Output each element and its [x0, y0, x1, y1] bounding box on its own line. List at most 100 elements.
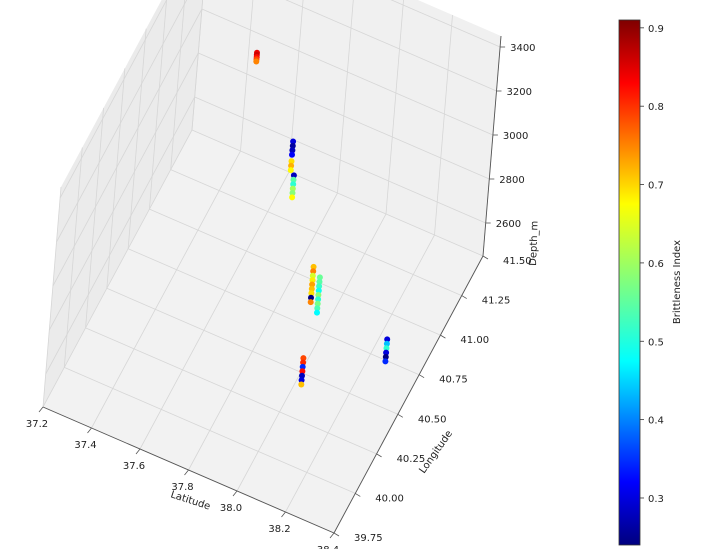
data-point [289, 151, 295, 158]
colorbar-ticks: 0.3 0.4 0.5 0.6 0.7 0.8 0.9 [640, 24, 664, 505]
y-tick-mark [397, 413, 404, 418]
z-tick-label: 3000 [503, 131, 528, 142]
grid-line-depth [198, 52, 490, 180]
data-points [253, 49, 391, 388]
grid-line-lon [106, 68, 126, 289]
data-point [289, 194, 296, 201]
x-tick-label: 37.6 [123, 461, 145, 472]
data-point [308, 285, 315, 292]
y-tick-mark [355, 493, 361, 497]
y-tick-mark [482, 255, 489, 260]
colorbar-tick-label: 0.7 [648, 181, 664, 192]
colorbar-tick-label: 0.5 [648, 337, 664, 348]
grid-line-depth [194, 96, 486, 224]
data-point [288, 162, 295, 169]
data-point [288, 158, 295, 165]
grid-line-depth [59, 0, 168, 199]
grid-line-depth [56, 0, 188, 243]
grid-line-lon [191, 129, 484, 257]
colorbar-tick-label: 0.8 [648, 102, 664, 113]
grid-line-depth [45, 96, 196, 375]
data-point [314, 305, 321, 312]
data-point [316, 278, 323, 285]
grid-line-lon [42, 186, 62, 408]
grid-line-depth [48, 52, 199, 331]
y-tick-mark [418, 374, 425, 379]
data-point [309, 272, 316, 279]
grid-line-lon [170, 169, 462, 296]
x-tick-mark [38, 406, 44, 413]
x-tick-mark [281, 511, 286, 518]
grid-line-lon [106, 287, 399, 415]
data-point [298, 381, 305, 388]
data-point [382, 358, 389, 365]
z-tick-label: 2800 [499, 175, 524, 186]
y-tick-label: 40.25 [397, 454, 426, 465]
z-tick-label: 3200 [507, 87, 532, 98]
data-point [298, 377, 305, 384]
y-tick-mark [333, 532, 340, 537]
data-point [316, 283, 323, 290]
data-point [315, 287, 322, 294]
data-point [314, 300, 321, 307]
grid-line-lon [64, 367, 356, 494]
grid-line-lat [288, 0, 304, 173]
data-point [310, 263, 317, 270]
data-point [290, 181, 297, 188]
data-point [315, 292, 322, 298]
grid-line-lon [170, 0, 185, 170]
data-point [299, 372, 305, 379]
x-tick-mark [184, 469, 189, 476]
data-point [289, 190, 296, 196]
grid-line-depth [52, 8, 203, 287]
data-point [290, 138, 297, 145]
grid-line-lon [127, 28, 147, 249]
data-point [300, 355, 307, 362]
colorbar: 0.3 0.4 0.5 0.6 0.7 0.8 0.9 Brittleness Index [618, 19, 683, 546]
y-tick-label: 40.50 [418, 414, 447, 425]
z-axis-label: Depth_m [528, 221, 541, 267]
y-axis-label: Longitude [417, 429, 455, 476]
data-point [315, 296, 322, 303]
data-point [299, 363, 306, 370]
data-point [314, 309, 320, 316]
y-tick-mark [440, 334, 446, 339]
back-pane [192, 0, 501, 256]
y-tick-label: 41.50 [503, 256, 532, 267]
y-tick-label: 40.00 [375, 493, 404, 504]
y-tick-label: 41.25 [482, 296, 511, 307]
data-point [309, 281, 316, 288]
grid-line-lon [191, 0, 204, 131]
z-tick-label: 3400 [510, 43, 535, 54]
colorbar-tick-label: 0.4 [648, 416, 664, 427]
grid-line-lat [236, 213, 387, 492]
x-tick-label: 37.2 [26, 419, 48, 430]
grid-line-lat [240, 0, 254, 152]
data-point [383, 340, 390, 347]
colorbar-tick-label: 0.6 [648, 259, 664, 270]
tick-labels: 37.2 37.4 37.6 37.8 38.0 38.2 38.4 39.75 40.00 40… [26, 43, 536, 549]
grid-line-depth [390, 0, 501, 48]
y-tick-mark [376, 453, 382, 458]
y-tick-label: 40.75 [439, 375, 468, 386]
y-axis-line [333, 255, 484, 534]
z-tick-label: 2600 [496, 219, 521, 230]
data-point [290, 172, 297, 179]
grid-line-lon [149, 208, 441, 336]
data-point [287, 167, 294, 174]
grid-line-lon [85, 327, 377, 455]
data-point [307, 299, 314, 306]
x-tick-mark [87, 427, 92, 434]
data-point [290, 176, 297, 183]
colorbar-tick-label: 0.9 [648, 24, 664, 35]
x-tick-label: 38.2 [268, 524, 290, 535]
x-tick-mark [232, 490, 238, 497]
colorbar-label: Brittleness Index [672, 240, 683, 324]
x-tick-label: 38.4 [317, 545, 339, 549]
x-tick-label: 38.0 [220, 503, 242, 514]
y-tick-label: 39.75 [354, 533, 383, 544]
grid-line-lat [188, 192, 338, 471]
grid-line-lat [434, 14, 453, 236]
